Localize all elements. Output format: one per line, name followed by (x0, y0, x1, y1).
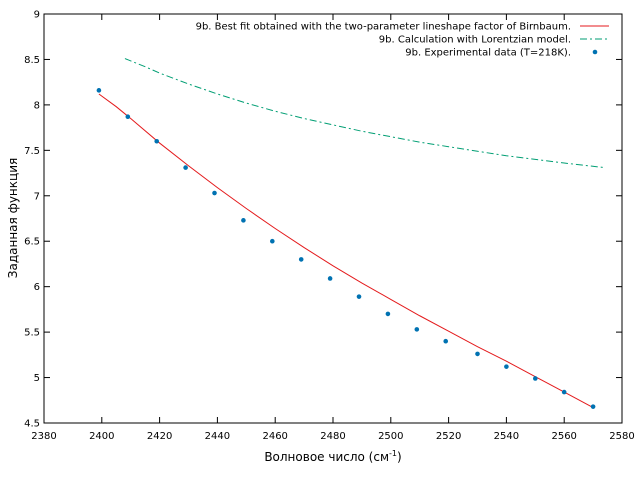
data-point (356, 294, 362, 299)
data-point (561, 389, 567, 395)
series-line-2 (124, 58, 605, 169)
x-tick-label: 2580 (609, 431, 634, 442)
x-tick-label: 2540 (494, 431, 519, 442)
data-point (327, 276, 333, 281)
legend-label-2: 9b. Calculation with Lorentzian model. (379, 35, 571, 46)
data-point (154, 138, 160, 144)
y-tick-label: 8.5 (24, 55, 40, 66)
data-point (533, 376, 538, 381)
x-tick-label: 2460 (262, 431, 287, 442)
axis-ticks: 2380 2400 2420 2440 2460 2480 2500 2520 2540 2560… (24, 10, 635, 443)
y-tick-label: 5 (34, 373, 40, 384)
plot-frame (43, 13, 623, 424)
x-tick-label: 2480 (320, 431, 345, 442)
data-point (270, 238, 275, 244)
y-tick-label: 5.5 (24, 328, 40, 339)
x-axis-label-sup: -1 (389, 449, 397, 458)
data-point (414, 327, 420, 332)
legend-swatch-3 (592, 49, 598, 55)
data-point (475, 351, 480, 357)
x-tick-label: 2420 (147, 431, 172, 442)
y-tick-label: 4.5 (24, 419, 40, 430)
x-tick-label: 2380 (31, 431, 56, 442)
y-axis-label: Заданная функция (6, 158, 20, 278)
y-tick-label: 7.5 (24, 146, 40, 157)
data-point (212, 190, 217, 196)
x-tick-label: 2560 (551, 431, 576, 442)
x-tick-label: 2500 (378, 431, 403, 442)
x-tick-label: 2520 (436, 431, 461, 442)
data-point (443, 338, 449, 344)
data-point (590, 404, 596, 409)
data-point (385, 311, 391, 317)
data-point (183, 165, 188, 170)
legend-label-1: 9b. Best fit obtained with the two-param… (196, 22, 571, 33)
data-point (298, 257, 304, 262)
data-point (504, 364, 509, 369)
series-line-1 (98, 93, 594, 408)
y-tick-label: 7 (34, 191, 40, 202)
series-layer (96, 58, 605, 409)
data-point (125, 114, 131, 120)
data-point (241, 218, 246, 223)
y-tick-label: 9 (34, 10, 40, 21)
y-tick-label: 6.5 (24, 237, 40, 248)
x-tick-label: 2440 (205, 431, 230, 442)
x-tick-label: 2400 (89, 431, 114, 442)
legend-label-3: 9b. Experimental data (T=218K). (405, 48, 571, 59)
y-tick-label: 6 (34, 282, 40, 293)
x-axis-label-suffix: ) (397, 450, 402, 464)
y-tick-label: 8 (34, 100, 40, 111)
x-axis-label: Волновое число (см-1) (264, 449, 401, 464)
legend: 9b. Best fit obtained with the two-param… (196, 22, 609, 59)
data-point (96, 88, 102, 93)
